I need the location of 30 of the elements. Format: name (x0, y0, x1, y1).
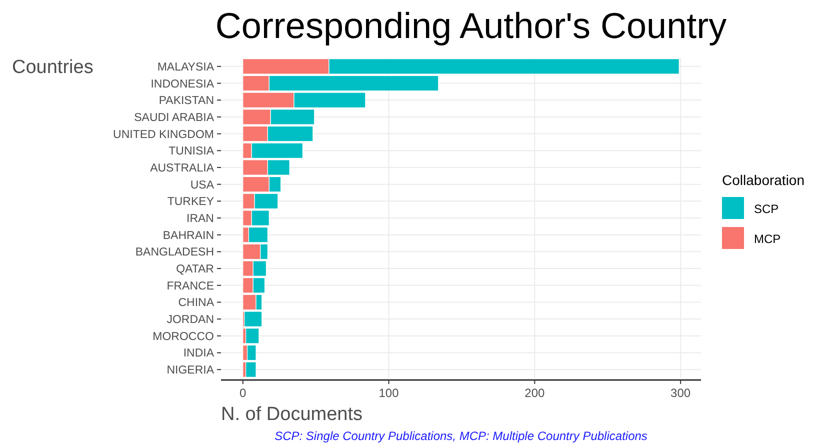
y-tick-label: NIGERIA (166, 364, 214, 377)
y-tick-label: INDONESIA (150, 78, 214, 90)
chart-title: Corresponding Author's Country (215, 5, 727, 46)
y-tick-label: TURKEY (167, 196, 214, 208)
x-tick-label: 0 (240, 386, 247, 400)
legend-label: SCP (754, 202, 779, 216)
y-tick-label: PAKISTAN (158, 95, 214, 108)
x-tick-label: 100 (378, 386, 400, 400)
y-tick-label: JORDAN (166, 314, 214, 326)
legend-label: MCP (754, 232, 781, 246)
y-tick-label: TUNISIA (168, 146, 214, 158)
y-tick-label: FRANCE (166, 280, 214, 292)
x-tick-label: 300 (670, 386, 691, 400)
y-tick-label: USA (190, 179, 214, 192)
y-tick-label: CHINA (178, 297, 214, 310)
text: SCP: Single Country Publications, MCP: Multiple Country Publications (274, 429, 648, 443)
y-tick-label: BANGLADESH (135, 246, 214, 259)
y-tick-label: SAUDI ARABIA (134, 112, 214, 124)
y-axis-title: Countries (12, 57, 94, 78)
y-tick-label: MOROCCO (152, 330, 214, 343)
y-tick-label: MALAYSIA (157, 61, 214, 74)
x-tick-label: 200 (524, 386, 546, 400)
y-tick-label: INDIA (183, 348, 214, 360)
x-axis-title: N. of Documents (221, 404, 362, 425)
y-tick-label: QATAR (176, 264, 214, 276)
y-tick-label: UNITED KINGDOM (113, 128, 214, 141)
y-tick-label: BAHRAIN (162, 230, 214, 242)
legend-title: Collaboration (722, 172, 804, 188)
y-tick-label: AUSTRALIA (150, 162, 214, 174)
y-tick-label: IRAN (186, 213, 214, 225)
